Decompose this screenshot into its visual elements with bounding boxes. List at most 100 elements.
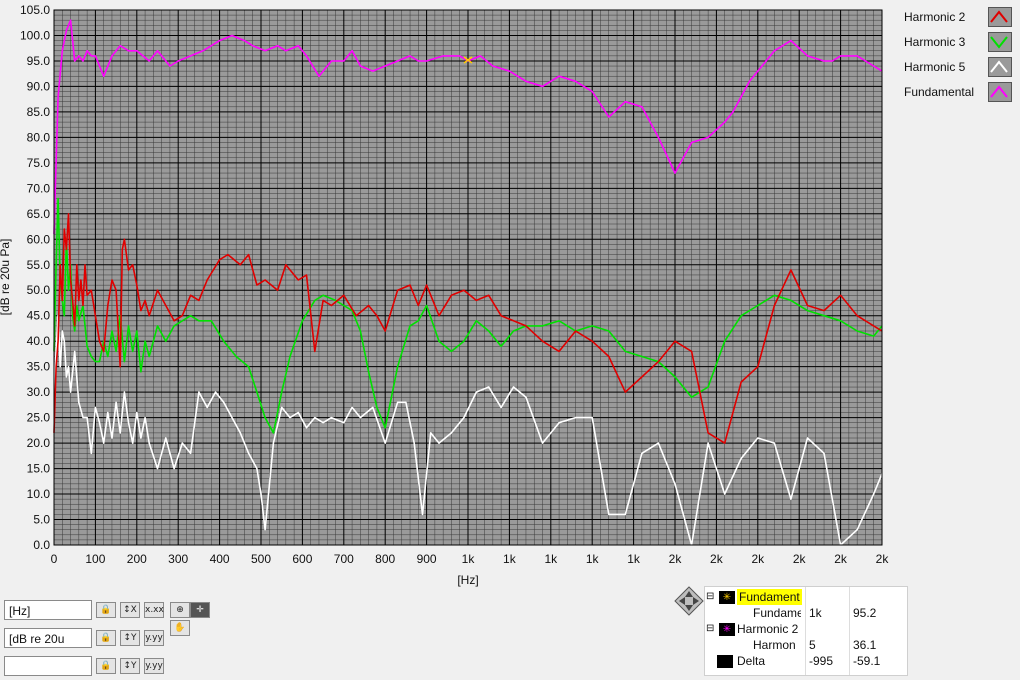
y-tick-label: 20.0 — [27, 436, 51, 450]
x-tick-label: 1k — [462, 552, 476, 566]
y-tick-label: 15.0 — [27, 462, 51, 476]
x-format-icon[interactable]: x.xx — [144, 602, 164, 618]
x-lock-icon[interactable]: 🔒 — [96, 602, 116, 618]
x-axis-label: [Hz] — [457, 573, 478, 587]
y-tick-label: 25.0 — [27, 411, 51, 425]
x-tick-label: 2k — [710, 552, 724, 566]
cursor-name: Harmonic 2 — [737, 622, 799, 636]
cursor-name: Harmon — [753, 638, 796, 652]
y-axis-ticks: 0.0 5.0 10.0 15.0 20.0 25.0 30.0 35.0 40.0 45.0 50… — [20, 3, 50, 552]
cursor-name: Delta — [737, 654, 766, 668]
x-scale-name-field[interactable]: [Hz] — [4, 600, 92, 620]
x-tick-label: 400 — [210, 552, 230, 566]
y-lock-icon[interactable]: 🔒 — [96, 630, 116, 646]
third-lock-icon[interactable]: 🔒 — [96, 658, 116, 674]
panel-column-divider — [805, 587, 806, 675]
legend-label: Harmonic 3 — [904, 34, 966, 49]
y-tick-label: 35.0 — [27, 360, 51, 374]
y-format-icon[interactable]: y.yy — [144, 630, 164, 646]
series-line-harmonic-2 — [53, 213, 883, 444]
plot-grid — [53, 9, 883, 546]
legend-swatch — [988, 81, 1012, 102]
legend-item-harmonic-2[interactable]: Harmonic 2 — [900, 4, 1012, 29]
legend-swatch — [988, 6, 1012, 27]
legend-label: Harmonic 5 — [904, 59, 966, 74]
cursor-name: Fundame — [753, 606, 801, 620]
x-tick-label: 100 — [85, 552, 105, 566]
plot-frame — [53, 9, 883, 546]
legend-item-harmonic-3[interactable]: Harmonic 3 — [900, 29, 1012, 54]
y-tick-label: 90.0 — [27, 79, 51, 93]
series-line-harmonic-5 — [53, 314, 883, 546]
third-scale-name-field[interactable] — [4, 656, 92, 676]
cursor-row-delta: Delta -995 -59.1 — [705, 653, 905, 669]
y-tick-label: 30.0 — [27, 385, 51, 399]
y-tick-label: 10.0 — [27, 487, 51, 501]
cursor-row-harmonic-2[interactable]: ⊟ ✳ Harmonic 2 — [705, 621, 805, 637]
y-tick-label: 40.0 — [27, 334, 51, 348]
x-tick-label: 300 — [168, 552, 188, 566]
x-tick-label: 900 — [417, 552, 437, 566]
x-tick-label: 1k — [503, 552, 517, 566]
cursor-name: Fundament — [737, 589, 802, 605]
x-tick-label: 1k — [586, 552, 600, 566]
third-format-icon[interactable]: y.yy — [144, 658, 164, 674]
y-tick-label: 65.0 — [27, 207, 51, 221]
legend-label: Harmonic 2 — [904, 9, 966, 24]
cursor-x-value: 1k — [809, 606, 822, 620]
x-tick-label: 1k — [627, 552, 641, 566]
cursor-marker[interactable] — [463, 56, 473, 64]
x-tick-label: 1k — [544, 552, 558, 566]
collapse-icon[interactable]: ⊟ — [706, 623, 715, 634]
cursor-move-diamond-icon[interactable] — [674, 586, 704, 616]
cursor-row-fundamental-values: Fundame 1k 95.2 — [705, 605, 905, 621]
x-tick-label: 2k — [669, 552, 683, 566]
y-tick-label: 0.0 — [33, 538, 50, 552]
x-tick-label: 2k — [834, 552, 848, 566]
third-autoscale-icon[interactable]: ↕Y — [120, 658, 140, 674]
legend-item-fundamental[interactable]: Fundamental — [900, 79, 1012, 104]
pan-hand-icon[interactable]: ✋ — [170, 620, 190, 636]
x-tick-label: 0 — [51, 552, 58, 566]
cursor-tool-icon[interactable]: ✛ — [190, 602, 210, 618]
y-tick-label: 5.0 — [33, 513, 50, 527]
collapse-icon[interactable]: ⊟ — [706, 591, 715, 602]
x-tick-label: 800 — [375, 552, 395, 566]
legend-label: Fundamental — [904, 84, 975, 99]
x-tick-label: 2k — [793, 552, 807, 566]
x-tick-label: 500 — [251, 552, 271, 566]
legend-swatch — [988, 56, 1012, 77]
series-line-fundamental — [53, 19, 883, 235]
panel-column-divider — [849, 587, 850, 675]
x-tick-label: 600 — [292, 552, 312, 566]
cursor-x-value: 5 — [809, 638, 816, 652]
y-autoscale-icon[interactable]: ↕Y — [120, 630, 140, 646]
legend-swatch — [988, 31, 1012, 52]
cursor-row-harmonic-2-values: Harmon 5 36.1 — [705, 637, 905, 653]
y-tick-label: 45.0 — [27, 309, 51, 323]
cursor-y-value: -59.1 — [853, 654, 881, 668]
y-axis-label: [dB re 20u Pa] — [0, 239, 12, 316]
cursor-row-fundamental[interactable]: ⊟ ✳ Fundament — [705, 589, 805, 605]
zoom-icon[interactable]: ⊕ — [170, 602, 190, 618]
cursor-x-value: -995 — [809, 654, 834, 668]
plot-series — [53, 9, 883, 546]
y-tick-label: 100.0 — [20, 28, 50, 42]
x-autoscale-icon[interactable]: ↕X — [120, 602, 140, 618]
y-tick-label: 105.0 — [20, 3, 50, 17]
y-tick-label: 55.0 — [27, 258, 51, 272]
cursor-y-value: 36.1 — [853, 638, 877, 652]
delta-swatch-icon — [717, 655, 733, 668]
x-tick-label: 2k — [876, 552, 890, 566]
cursor-swatch-icon: ✳ — [719, 623, 735, 636]
chart-legend: Harmonic 2 Harmonic 3 Harmonic 5 Fundame… — [900, 4, 1012, 104]
y-scale-name-field[interactable]: [dB re 20u — [4, 628, 92, 648]
series-line-harmonic-3 — [53, 197, 883, 434]
y-tick-label: 50.0 — [27, 283, 51, 297]
cursor-y-value: 95.2 — [853, 606, 877, 620]
x-tick-label: 2k — [751, 552, 765, 566]
x-axis-ticks: 0 100 200 300 400 500 600 700 800 900 1k 1k 1k 1k 1k 2k… — [51, 552, 890, 566]
legend-item-harmonic-5[interactable]: Harmonic 5 — [900, 54, 1012, 79]
y-tick-label: 95.0 — [27, 54, 51, 68]
